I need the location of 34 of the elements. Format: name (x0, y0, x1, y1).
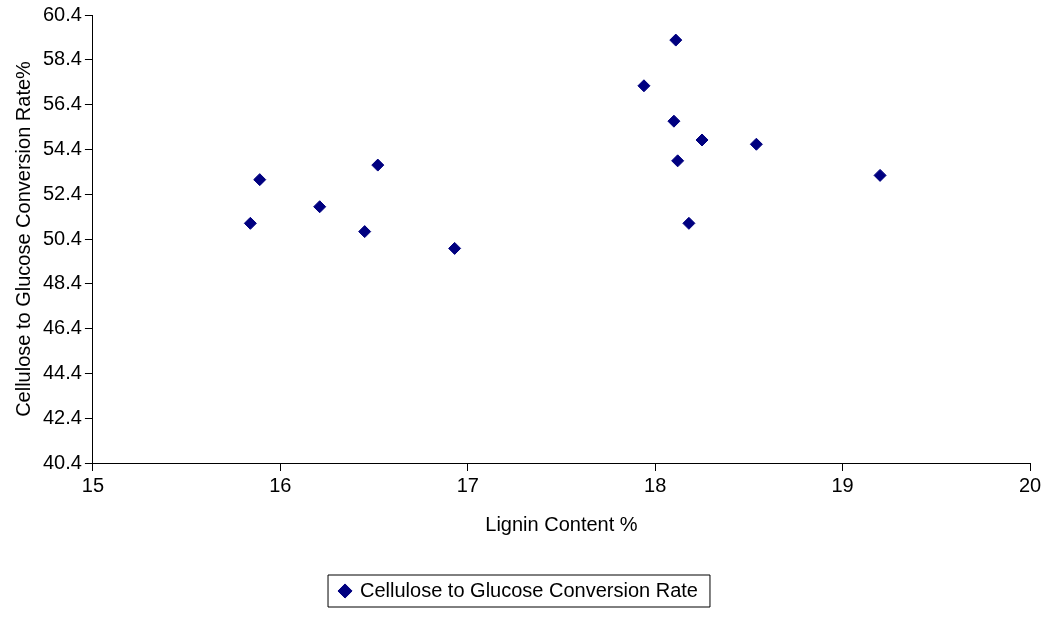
x-axis-title: Lignin Content % (485, 512, 638, 535)
point (695, 133, 709, 147)
point (873, 168, 887, 182)
point (358, 225, 372, 239)
x-tick-label: 20 (1018, 473, 1042, 496)
y-tick-label: 60.4 (42, 2, 82, 25)
point (669, 33, 683, 47)
point (253, 173, 267, 187)
y-tick-label: 46.4 (42, 316, 82, 339)
legend-label: Cellulose to Glucose Conversion Rate (360, 578, 698, 601)
y-tick-label: 50.4 (42, 226, 82, 249)
x-tick-label: 19 (831, 473, 854, 496)
y-tick-label: 44.4 (42, 360, 82, 383)
point (682, 216, 696, 230)
y-tick-label: 52.4 (42, 181, 82, 204)
x-tick-label: 16 (269, 473, 292, 496)
y-axis-title: Cellulose to Glucose Conversion Rate% (11, 60, 34, 417)
y-tick-label: 42.4 (42, 405, 82, 428)
point (448, 241, 462, 255)
point (637, 79, 651, 93)
point (243, 216, 257, 230)
point (671, 154, 685, 168)
y-tick-label: 54.4 (42, 136, 82, 159)
y-tick-label: 56.4 (42, 92, 82, 115)
y-tick-label: 48.4 (42, 271, 82, 294)
point (313, 200, 327, 214)
x-tick-label: 15 (81, 473, 105, 496)
point (667, 114, 681, 128)
point (371, 158, 385, 172)
x-tick-label: 18 (644, 473, 667, 496)
y-tick-label: 40.4 (42, 450, 82, 473)
x-tick-label: 17 (456, 473, 479, 496)
y-tick-label: 58.4 (42, 47, 82, 70)
point (749, 137, 763, 151)
